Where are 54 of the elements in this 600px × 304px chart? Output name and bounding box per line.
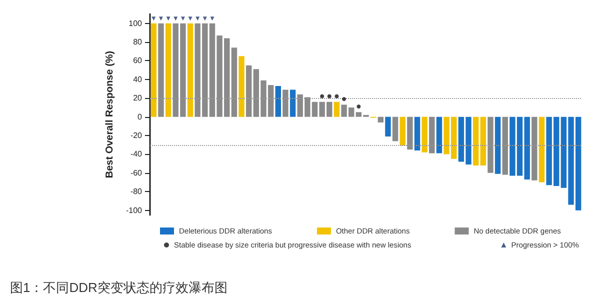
point — [320, 94, 324, 98]
bar — [334, 102, 340, 117]
bar — [231, 48, 238, 117]
bar — [290, 90, 296, 117]
y-axis-title: Best Overall Response (%) — [104, 50, 116, 178]
point — [210, 16, 214, 21]
y-tick-label: 40 — [133, 74, 143, 84]
bar — [275, 86, 281, 117]
point — [342, 97, 346, 102]
bar — [422, 116, 428, 152]
y-tick-label: -20 — [130, 131, 143, 140]
point — [188, 16, 192, 21]
y-tick-label: -80 — [130, 187, 143, 196]
point — [202, 16, 207, 21]
y-tick-label: 0 — [138, 112, 143, 122]
point — [152, 16, 156, 21]
bar — [246, 65, 252, 117]
bar — [238, 56, 244, 117]
bar — [488, 116, 494, 173]
bar — [187, 23, 194, 117]
bar — [429, 116, 435, 154]
bar — [414, 116, 420, 150]
bar — [158, 23, 164, 117]
bar — [150, 23, 157, 117]
bar — [532, 116, 538, 180]
bar — [480, 116, 486, 166]
bar — [385, 116, 391, 136]
point — [334, 94, 339, 98]
point — [174, 16, 178, 21]
point — [180, 16, 185, 21]
y-tick-label: 100 — [128, 18, 143, 28]
point — [327, 94, 332, 98]
bar — [282, 90, 288, 117]
y-tick-label: -40 — [130, 150, 143, 159]
bar — [472, 116, 479, 166]
bar — [407, 116, 413, 150]
y-tick-label: 80 — [133, 38, 143, 47]
y-tick-label: -100 — [126, 206, 143, 215]
bar — [502, 116, 508, 175]
bar — [165, 23, 172, 117]
bar — [392, 116, 398, 142]
bar — [538, 116, 545, 182]
point — [356, 104, 361, 109]
point — [196, 16, 200, 21]
bar — [400, 116, 406, 146]
point — [166, 16, 170, 21]
y-tick-label: -60 — [130, 168, 143, 178]
bar — [494, 116, 501, 174]
point — [158, 16, 163, 21]
bar — [378, 116, 384, 122]
y-tick-label: 60 — [133, 56, 143, 66]
y-tick-label: 20 — [133, 94, 143, 103]
bar — [436, 116, 442, 154]
caption: 图1：不同DDR突变状态的疗效瀑布图 — [10, 280, 228, 295]
